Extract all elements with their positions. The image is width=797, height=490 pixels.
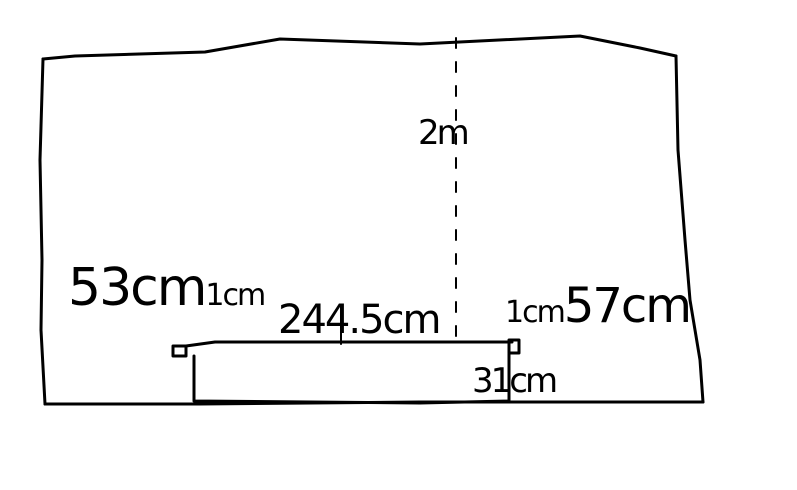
wall-left-edge [38, 57, 47, 406]
bench-body [192, 352, 511, 405]
right-gap-main: 57cm [563, 278, 692, 334]
bench-right-end-cap [507, 338, 521, 355]
bench-depth-label: 31cm [472, 361, 558, 401]
left-gap-clearance: 1cm [205, 278, 266, 313]
right-gap-clearance: 1cm [505, 295, 566, 330]
height-label: 2m [418, 113, 470, 153]
wall-top-edge [41, 34, 678, 61]
wall-right-edge [674, 54, 705, 404]
left-gap-main: 53cm [68, 258, 207, 318]
bench-width-label: 244.5cm [278, 297, 441, 343]
bench-left-end-cap [171, 344, 188, 358]
left-gap-label: 53cm1cm [68, 262, 266, 314]
right-gap-label: 1cm57cm [505, 282, 692, 330]
bench-top-edge [184, 340, 514, 348]
